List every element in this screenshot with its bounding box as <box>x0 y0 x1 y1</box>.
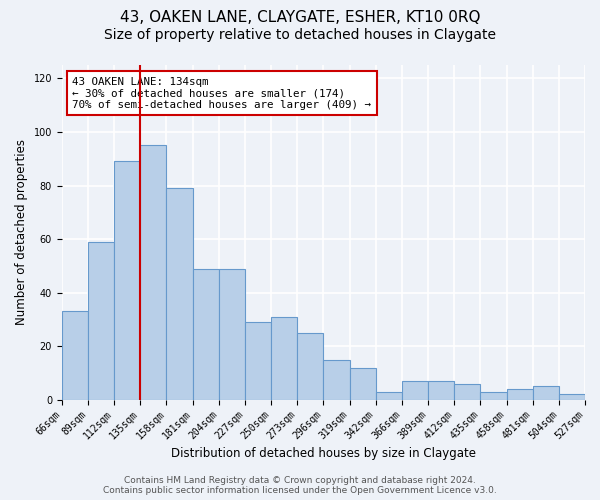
Bar <box>245 322 271 400</box>
Text: Contains HM Land Registry data © Crown copyright and database right 2024.
Contai: Contains HM Land Registry data © Crown c… <box>103 476 497 495</box>
Bar <box>88 242 114 400</box>
Bar <box>402 381 428 400</box>
Bar <box>533 386 559 400</box>
Bar <box>323 360 350 400</box>
Bar <box>428 381 454 400</box>
Text: 43, OAKEN LANE, CLAYGATE, ESHER, KT10 0RQ: 43, OAKEN LANE, CLAYGATE, ESHER, KT10 0R… <box>120 10 480 25</box>
Bar <box>350 368 376 400</box>
Bar <box>454 384 481 400</box>
Bar <box>62 312 88 400</box>
Text: Size of property relative to detached houses in Claygate: Size of property relative to detached ho… <box>104 28 496 42</box>
Bar <box>114 162 140 400</box>
Bar <box>506 389 533 400</box>
Text: 43 OAKEN LANE: 134sqm
← 30% of detached houses are smaller (174)
70% of semi-det: 43 OAKEN LANE: 134sqm ← 30% of detached … <box>72 76 371 110</box>
Bar <box>166 188 193 400</box>
Bar <box>219 268 245 400</box>
Bar <box>193 268 219 400</box>
Bar <box>271 316 297 400</box>
Bar <box>559 394 585 400</box>
Y-axis label: Number of detached properties: Number of detached properties <box>15 140 28 326</box>
Bar <box>140 146 166 400</box>
X-axis label: Distribution of detached houses by size in Claygate: Distribution of detached houses by size … <box>171 447 476 460</box>
Bar <box>481 392 506 400</box>
Bar <box>297 333 323 400</box>
Bar <box>376 392 402 400</box>
